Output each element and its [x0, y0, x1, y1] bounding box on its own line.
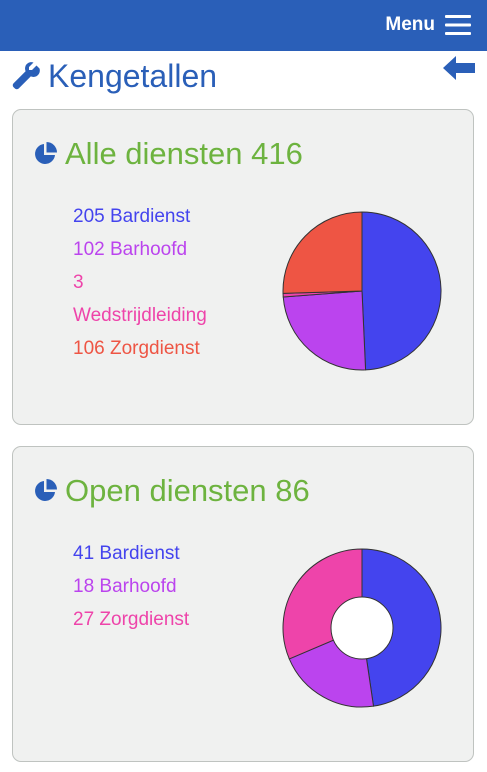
card-all-services: Alle diensten 416 205 Bardienst 102 Barh… [12, 109, 474, 425]
pie-slice-bardienst [361, 548, 442, 707]
page-title: Kengetallen [12, 56, 217, 96]
hamburger-icon [445, 15, 471, 35]
menu-label: Menu [385, 14, 435, 35]
pie-slice-barhoofd [282, 290, 367, 371]
pie-slice-bardienst [361, 211, 442, 371]
legend-item: Wedstrijdleiding [73, 305, 207, 326]
pie-chart-icon [35, 479, 57, 501]
legend-item: 102 Barhoofd [73, 239, 188, 260]
legend-item: 41 Bardienst [73, 543, 180, 564]
legend: 205 Bardienst 102 Barhoofd 3 Wedstrijdle… [73, 200, 243, 365]
menu-button[interactable]: Menu [385, 10, 471, 40]
legend-item: 27 Zorgdienst [73, 609, 190, 630]
donut-chart-open [281, 547, 443, 709]
card-title: Open diensten 86 [65, 473, 310, 508]
page-title-text: Kengetallen [48, 57, 218, 94]
card-open-services: Open diensten 86 41 Bardienst 18 Barhoof… [12, 446, 474, 762]
card-header: Open diensten 86 [33, 471, 310, 511]
card-header: Alle diensten 416 [33, 134, 303, 174]
legend-item: 18 Barhoofd [73, 576, 177, 597]
legend-item: 3 [73, 272, 84, 293]
donut-hole [330, 596, 394, 660]
pie-chart-all [281, 210, 443, 372]
back-arrow-icon [443, 56, 475, 80]
pie-chart-svg [282, 211, 442, 371]
card-title: Alle diensten 416 [65, 136, 303, 171]
legend: 41 Bardienst 18 Barhoofd 27 Zorgdienst [73, 537, 243, 636]
pie-slice-zorgdienst [282, 211, 363, 294]
donut-chart-svg [282, 548, 442, 708]
legend-item: 205 Bardienst [73, 206, 191, 227]
pie-chart-icon [35, 142, 57, 164]
legend-item: 106 Zorgdienst [73, 338, 200, 359]
wrench-icon [12, 62, 40, 90]
back-button[interactable] [443, 56, 475, 80]
top-bar: Menu [0, 0, 487, 51]
